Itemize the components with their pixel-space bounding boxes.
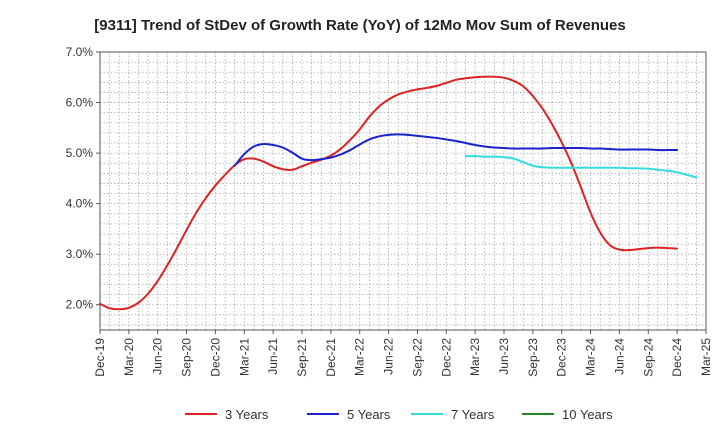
x-tick-label: Sep-20 [180,338,194,377]
x-tick-label: Mar-21 [237,338,251,376]
x-tick-label: Dec-24 [670,338,684,377]
x-tick-label: Mar-25 [699,338,713,376]
y-tick-label: 7.0% [66,45,94,59]
x-tick-label: Dec-22 [439,338,453,377]
chart-title: [9311] Trend of StDev of Growth Rate (Yo… [94,17,625,34]
series-lines [99,75,698,311]
x-tick-label: Dec-23 [555,338,569,377]
x-tick-label: Jun-22 [382,338,396,375]
x-tick-label: Mar-24 [584,338,598,376]
x-tick-label: Jun-24 [612,338,626,375]
legend-label-5-years: 5 Years [347,407,391,422]
x-tick-label: Dec-20 [208,338,222,377]
x-tick-label: Jun-23 [497,338,511,375]
x-tick-label: Dec-19 [93,338,107,377]
legend-label-3-years: 3 Years [225,407,269,422]
plot-frame [99,51,707,331]
x-tick-label: Sep-21 [295,338,309,377]
y-tick-label: 5.0% [66,146,94,160]
y-tick-label: 3.0% [66,247,94,261]
legend: 3 Years 5 Years 7 Years 10 Years [185,407,613,422]
series-line-5-years [233,133,679,167]
y-tick-label: 4.0% [66,197,94,211]
y-tick-label: 2.0% [66,298,94,312]
legend-label-7-years: 7 Years [451,407,495,422]
grid-lines [100,52,706,330]
y-axis: 2.0% 3.0% 4.0% 5.0% 6.0% 7.0% [66,45,100,312]
x-tick-label: Sep-23 [526,338,540,377]
x-tick-label: Sep-24 [641,338,655,377]
y-tick-label: 6.0% [66,96,94,110]
x-tick-label: Mar-20 [122,338,136,376]
x-axis: Dec-19 Mar-20 Jun-20 Sep-20 Dec-20 Mar-21 Jun-… [93,330,713,377]
x-tick-label: Jun-20 [151,338,165,375]
series-line-3-years [99,75,679,311]
series-line-7-years [464,155,698,179]
x-tick-label: Mar-23 [468,338,482,376]
legend-label-10-years: 10 Years [562,407,613,422]
x-tick-label: Sep-22 [410,338,424,377]
x-tick-label: Mar-22 [353,338,367,376]
x-tick-label: Jun-21 [266,338,280,375]
x-tick-label: Dec-21 [324,338,338,377]
